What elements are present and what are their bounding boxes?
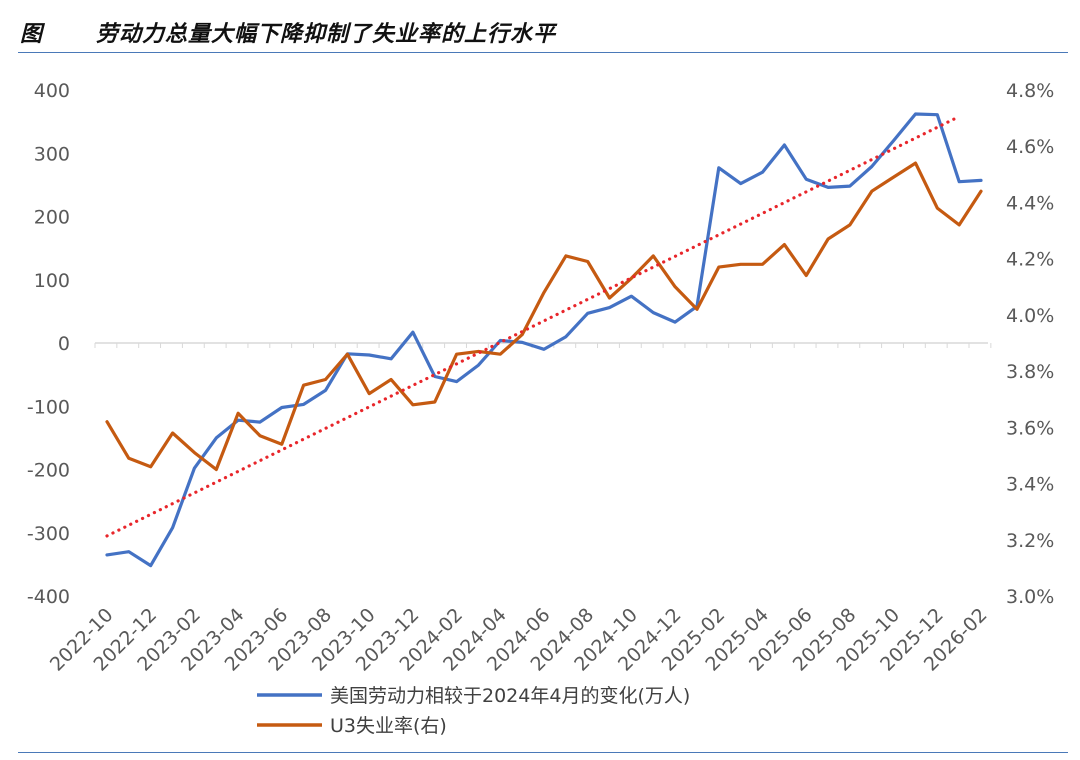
x-axis-ticks: 2022-102022-122023-022023-042023-062023-…: [46, 604, 992, 676]
footer-rule: [18, 752, 1068, 753]
left-tick-label: 400: [34, 80, 70, 102]
left-tick-label: 300: [34, 143, 70, 165]
left-tick-label: -100: [27, 396, 70, 418]
right-axis-ticks: 4.8% 4.6% 4.4% 4.2% 4.0% 3.8% 3.6% 3.4% 3.2% 3.0%: [1006, 80, 1054, 608]
legend-label: U3失业率(右): [330, 715, 447, 737]
trend-line: [105, 114, 961, 538]
left-axis-ticks: 400 300 200 100 0 -100 -200 -300 -400: [27, 80, 70, 608]
left-tick-label: -200: [27, 460, 70, 482]
unemployment-rate-line: [105, 161, 983, 472]
figure-title: 劳动力总量大幅下降抑制了失业率的上行水平: [96, 22, 557, 47]
right-tick-label: 3.8%: [1006, 361, 1054, 383]
zero-baseline: [94, 342, 992, 348]
left-tick-label: 100: [34, 270, 70, 292]
header-rule: [18, 52, 1068, 53]
left-tick-label: 200: [34, 207, 70, 229]
right-tick-label: 4.0%: [1006, 305, 1054, 327]
right-tick-label: 3.0%: [1006, 586, 1054, 608]
left-tick-label: -300: [27, 523, 70, 545]
left-tick-label: 0: [58, 333, 70, 355]
right-tick-label: 3.2%: [1006, 530, 1054, 552]
legend-label: 美国劳动力相较于2024年4月的变化(万人): [330, 685, 690, 707]
right-tick-label: 3.4%: [1006, 474, 1054, 496]
left-tick-label: -400: [27, 586, 70, 608]
figure-header: 图 劳动力总量大幅下降抑制了失业率的上行水平: [18, 14, 1068, 54]
right-tick-label: 4.6%: [1006, 136, 1054, 158]
labor-force-change-line: [105, 112, 983, 568]
legend: 美国劳动力相较于2024年4月的变化(万人) U3失业率(右): [257, 685, 690, 737]
figure-label: 图: [20, 22, 43, 47]
right-tick-label: 4.4%: [1006, 192, 1054, 214]
right-tick-label: 3.6%: [1006, 417, 1054, 439]
right-tick-label: 4.2%: [1006, 249, 1054, 271]
series-layer: [105, 112, 983, 568]
right-tick-label: 4.8%: [1006, 80, 1054, 102]
